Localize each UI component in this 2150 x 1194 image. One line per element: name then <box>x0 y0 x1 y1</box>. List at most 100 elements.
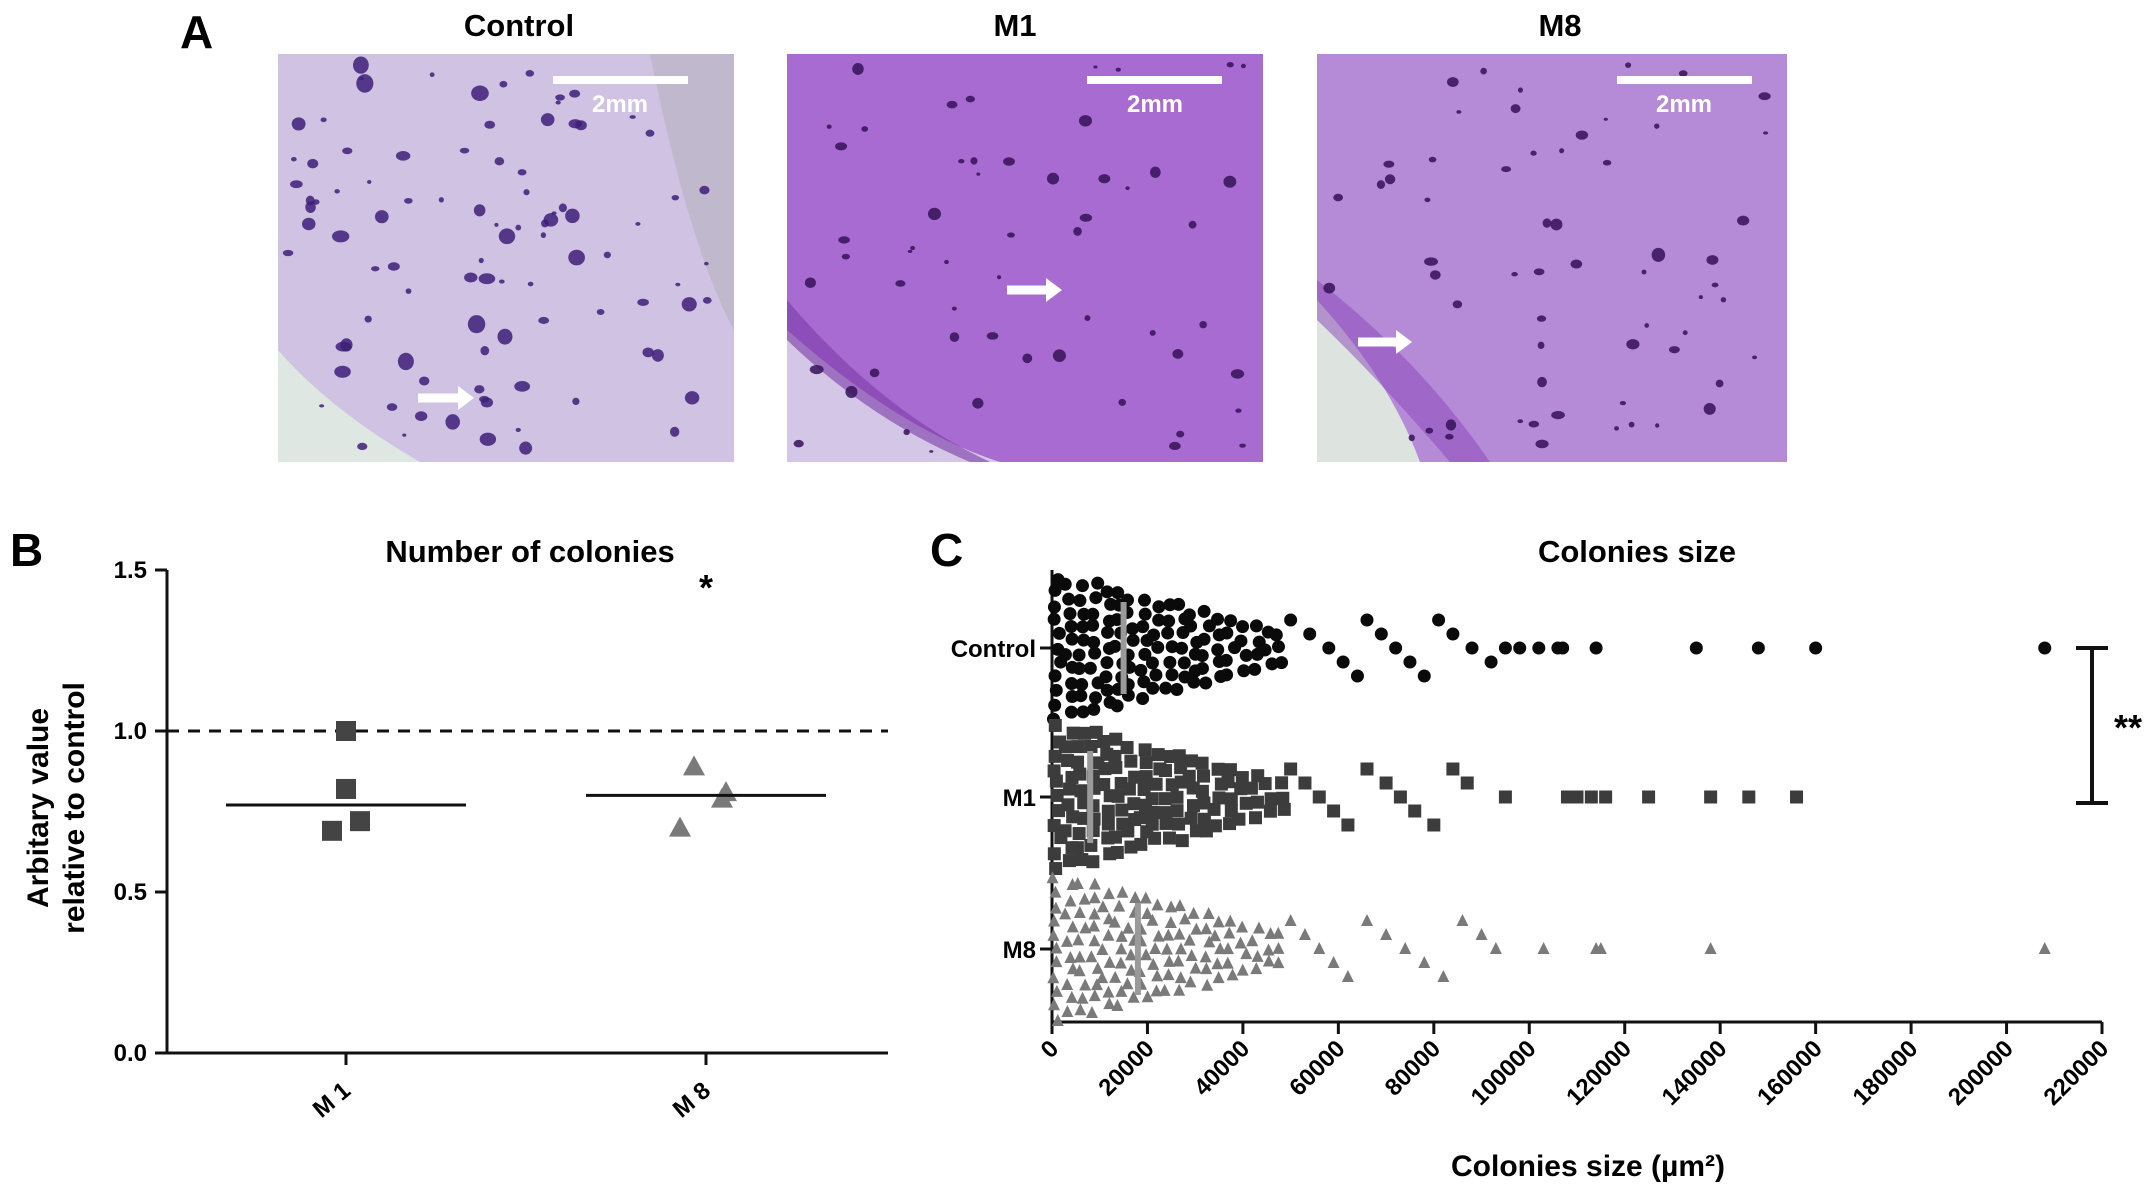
data-point <box>1185 948 1198 961</box>
colony-dot <box>629 115 636 119</box>
y-tick-label: 1.0 <box>114 718 147 745</box>
data-point <box>1097 778 1111 792</box>
data-point <box>1088 989 1101 1002</box>
colony-dot <box>331 230 350 243</box>
data-point <box>1151 748 1165 762</box>
colony-dot <box>291 117 306 131</box>
colony-dot <box>540 113 555 127</box>
colony-dot <box>371 266 380 272</box>
data-point <box>1087 702 1101 716</box>
colony-dot <box>1007 232 1015 238</box>
data-point <box>1152 613 1166 627</box>
colony-dot <box>497 328 513 345</box>
data-point <box>1164 915 1177 928</box>
data-point <box>1066 810 1080 824</box>
data-point <box>1111 999 1124 1012</box>
colony-dot <box>517 169 527 176</box>
data-point <box>1236 620 1250 634</box>
colony-dot <box>387 262 400 271</box>
colony-dot <box>1530 150 1537 156</box>
data-point <box>1172 817 1186 831</box>
chart-colonies-size: Colonies size 0 20000 40000 60000 80000 10000… <box>951 534 2142 1183</box>
data-point <box>336 778 356 799</box>
colony-dot <box>342 147 353 155</box>
data-point <box>1239 648 1253 662</box>
colony-dot <box>1230 369 1245 379</box>
data-point <box>1110 699 1124 713</box>
data-point <box>1184 619 1198 633</box>
colony-dot <box>944 259 949 265</box>
data-point <box>1211 762 1225 776</box>
data-point <box>1584 790 1598 804</box>
data-point <box>1049 885 1062 898</box>
data-point <box>1224 614 1238 628</box>
data-point <box>1122 921 1135 934</box>
data-point <box>1145 792 1159 806</box>
colony-dot <box>927 207 942 221</box>
data-point <box>1083 661 1097 675</box>
data-point <box>1751 641 1765 655</box>
x-tick-label: 100000 <box>1466 1035 1542 1111</box>
colony-dot <box>1550 218 1563 231</box>
data-point <box>1149 668 1163 682</box>
colony-dot <box>1383 160 1395 168</box>
data-point <box>1128 770 1142 784</box>
data-point <box>1211 612 1225 626</box>
colony-dot <box>976 172 981 176</box>
data-point <box>1126 633 1140 647</box>
colony-dot <box>402 433 407 437</box>
colony-dot <box>527 281 534 287</box>
data-point <box>1100 683 1114 697</box>
colony-dot <box>397 352 414 371</box>
data-point <box>1249 619 1263 633</box>
data-point <box>1108 749 1122 763</box>
data-point <box>1058 740 1072 754</box>
data-point <box>1195 756 1209 770</box>
data-point <box>1076 705 1090 719</box>
data-point <box>1556 641 1570 655</box>
colony-dot <box>1535 439 1549 449</box>
data-point <box>1108 915 1121 928</box>
data-point <box>1048 718 1062 732</box>
colony-dot <box>845 385 858 398</box>
data-point <box>336 721 356 741</box>
data-point <box>1139 756 1153 770</box>
data-point <box>1223 926 1236 939</box>
data-point <box>1086 855 1100 869</box>
data-point <box>1248 662 1262 676</box>
colony-dot <box>645 129 655 137</box>
colony-dot <box>459 147 470 154</box>
data-point <box>1047 847 1061 861</box>
data-point <box>1063 607 1077 621</box>
colony-dot <box>684 391 700 405</box>
data-point <box>1162 968 1175 981</box>
data-point <box>1208 819 1222 833</box>
data-point <box>1149 777 1163 791</box>
colony-dot <box>494 157 505 166</box>
colony-dot <box>642 347 654 358</box>
data-point <box>1063 782 1077 796</box>
data-point <box>1234 936 1247 949</box>
data-point <box>1101 804 1115 818</box>
data-point <box>1195 649 1209 663</box>
colony-dot <box>1536 315 1547 322</box>
data-point <box>1704 790 1718 804</box>
colony-dot <box>1226 62 1234 68</box>
colony-dot <box>357 442 368 451</box>
colony-dot <box>1003 157 1015 166</box>
data-point <box>1360 613 1374 627</box>
data-point <box>1298 928 1311 940</box>
data-point <box>1078 892 1091 905</box>
data-point <box>1174 971 1187 984</box>
colony-dot <box>540 232 547 239</box>
data-point <box>1048 698 1062 712</box>
data-point <box>1212 915 1225 928</box>
data-point <box>1121 824 1135 838</box>
colony-dot <box>498 228 516 245</box>
colony-dot <box>494 222 499 227</box>
data-point <box>1380 928 1393 940</box>
data-point <box>1208 929 1221 942</box>
data-point <box>1219 653 1233 667</box>
data-point <box>1220 626 1234 640</box>
data-point <box>1050 788 1064 802</box>
